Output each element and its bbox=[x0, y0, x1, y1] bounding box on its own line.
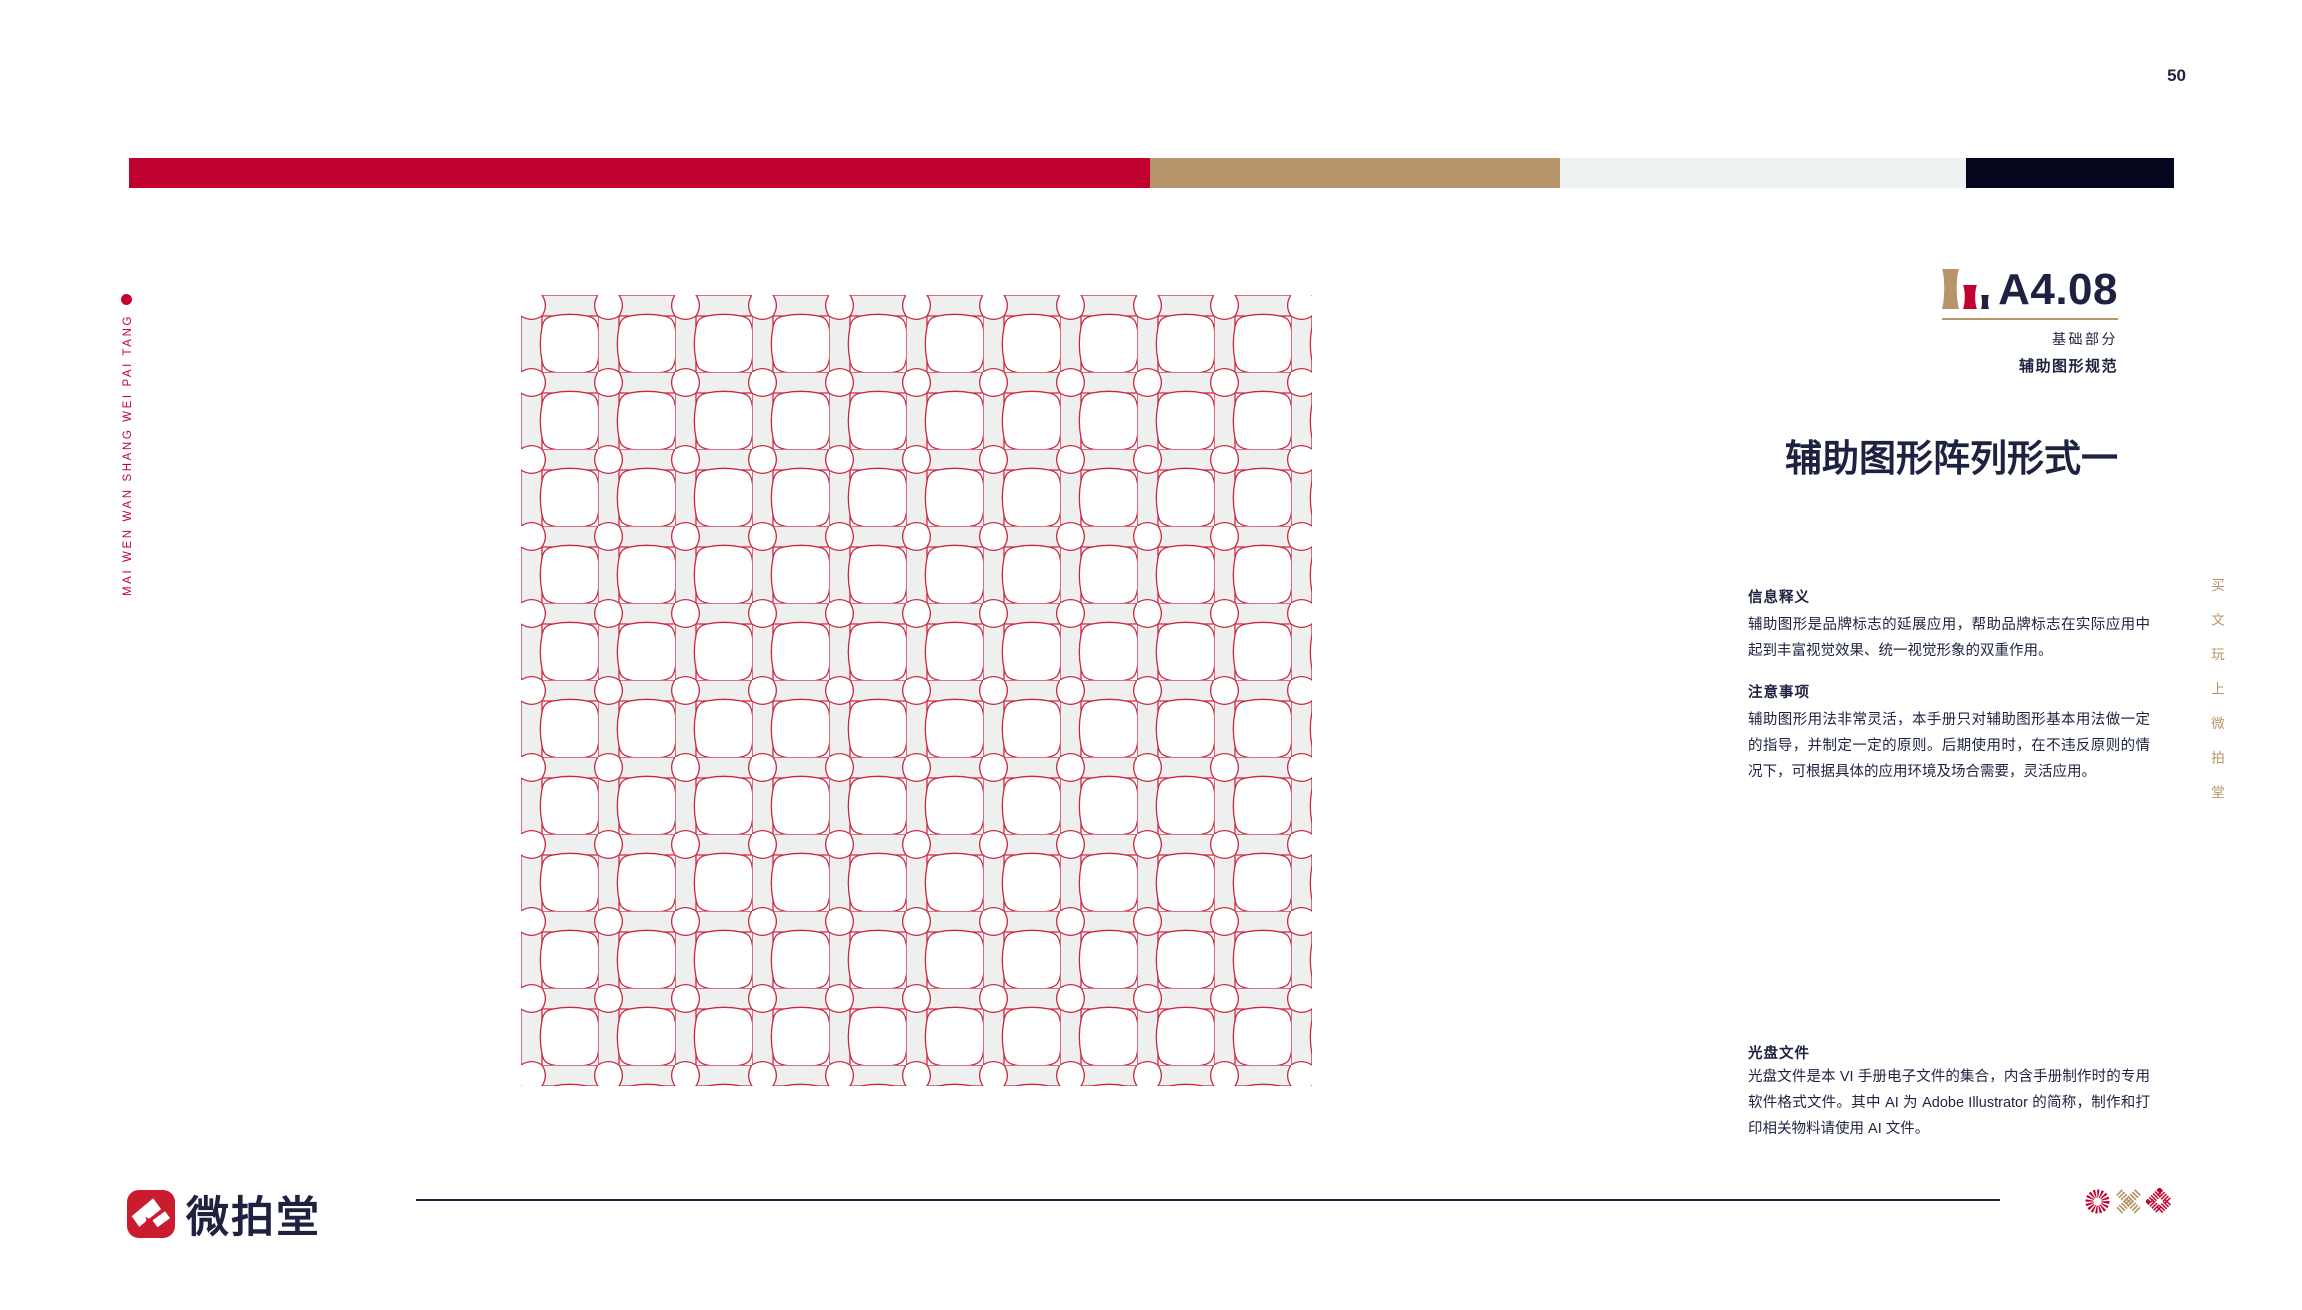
heading-info: 信息释义 bbox=[1748, 590, 1810, 606]
bar-segment-red bbox=[129, 158, 1150, 188]
footer-ornaments bbox=[2084, 1188, 2173, 1215]
top-color-bar bbox=[129, 158, 2174, 188]
footer-rule bbox=[416, 1199, 2000, 1201]
heading-notes: 注意事项 bbox=[1748, 685, 1810, 701]
footer-logo-text: 微拍堂 bbox=[186, 1194, 321, 1242]
page-title: 辅助图形阵列形式一 bbox=[1785, 439, 2118, 480]
bar-segment-light-gray bbox=[1560, 158, 1966, 188]
heading-disc-files: 光盘文件 bbox=[1748, 1046, 1810, 1062]
paragraph-disc-files: 光盘文件是本 VI 手册电子文件的集合，内含手册制作时的专用软件格式文件。其中 … bbox=[1748, 1069, 2150, 1137]
section-subtitle-bold: 辅助图形规范 bbox=[2018, 358, 2118, 375]
section-header: A4.08 基础部分 辅助图形规范 bbox=[1942, 266, 2118, 376]
section-subtitle: 基础部分 bbox=[2052, 331, 2118, 347]
red-dot-marker bbox=[121, 294, 132, 305]
woven-lattice-graphic bbox=[521, 295, 1312, 1086]
brand-mark-bars-icon bbox=[1942, 269, 1989, 309]
paragraph-notes: 辅助图形用法非常灵活，本手册只对辅助图形基本用法做一定的指导，并制定一定的原则。… bbox=[1748, 712, 2150, 780]
auxiliary-graphic-pattern bbox=[521, 295, 1312, 1086]
gavel-app-icon bbox=[127, 1190, 175, 1238]
page-number: 50 bbox=[2167, 66, 2186, 85]
right-vertical-slogan: 买文玩上微拍堂 bbox=[2209, 578, 2224, 820]
footer-brand-logo: 微拍堂 bbox=[127, 1183, 321, 1245]
ornament-red-diamond-icon bbox=[2146, 1188, 2173, 1215]
gold-rule bbox=[1942, 318, 2118, 320]
paragraph-info: 辅助图形是品牌标志的延展应用，帮助品牌标志在实际应用中起到丰富视觉效果、统一视觉… bbox=[1748, 617, 2150, 659]
bar-segment-tan bbox=[1150, 158, 1560, 188]
section-code: A4.08 bbox=[1998, 265, 2118, 314]
ornament-red-ring-icon bbox=[2085, 1189, 2110, 1214]
left-vertical-caption: MAI WEN WAN SHANG WEI PAI TANG bbox=[122, 313, 134, 596]
bar-segment-navy bbox=[1966, 158, 2174, 188]
ornament-tan-cross-icon bbox=[2116, 1189, 2141, 1214]
